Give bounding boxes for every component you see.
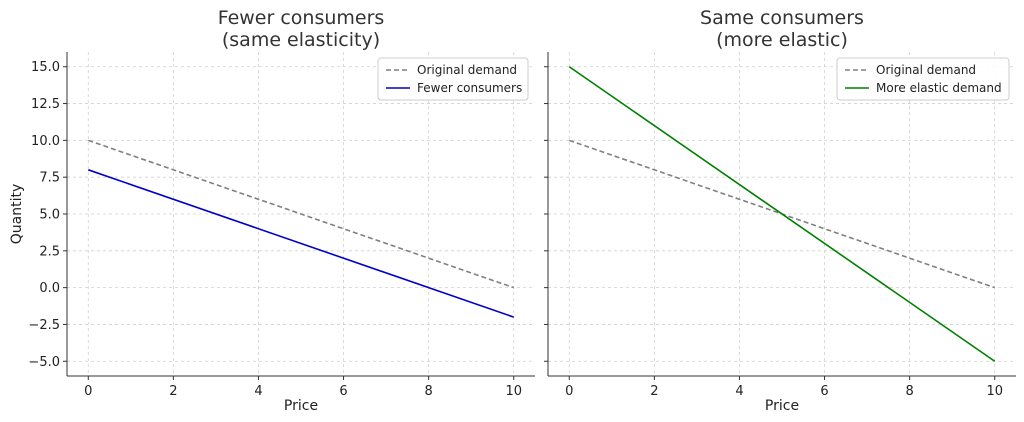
x-tick-label: 8 [905,384,913,399]
chart-title: Same consumers (more elastic) [700,7,864,51]
x-tick-label: 4 [735,384,743,399]
legend: Original demand More elastic demand [836,57,1010,101]
chart-panel-2: 0 2 4 6 8 10 Same consumers (more elastic) Price… [544,7,1016,414]
y-tick-label: −2.5 [28,318,60,333]
y-tick-label: 0.0 [39,281,60,296]
series-line-2 [568,66,996,362]
legend-entry-label: Fewer consumers [417,81,522,95]
legend-box [377,57,529,101]
y-axis-label: Quantity [9,184,25,245]
x-tick-label: 0 [565,384,573,399]
x-tick-label: 0 [84,384,92,399]
x-axis-label: Price [765,398,799,414]
chart-title: Fewer consumers (same elasticity) [218,7,385,51]
legend-entry-label: Original demand [876,63,976,77]
y-tick-label: 2.5 [39,244,60,259]
y-tick-label: 5.0 [39,208,60,223]
grid [548,52,1016,376]
x-tick-label: 2 [650,384,658,399]
legend-box [836,57,1010,101]
series-line-2 [88,169,514,318]
y-tick-label: 15.0 [31,60,60,75]
legend-entry-label: Original demand [417,63,517,77]
x-tick-label: 2 [169,384,177,399]
x-tick-label: 6 [339,384,347,399]
grid [67,52,535,376]
chart-panel-1: 0 2 4 6 8 10 −5.0 −2.5 0.0 2.5 5.0 7.5 10.0 12.5 15.0 F… [9,7,535,414]
y-tick-label: −5.0 [28,355,60,370]
x-tick-label: 4 [254,384,262,399]
x-tick-label: 10 [505,384,522,399]
y-tick-label: 10.0 [31,134,60,149]
series-line-1 [88,139,514,289]
legend: Original demand Fewer consumers [377,57,529,101]
x-tick-label: 10 [986,384,1003,399]
y-tick-label: 12.5 [31,97,60,112]
y-tick-label: 7.5 [39,171,60,186]
legend-entry-label: More elastic demand [876,81,1002,95]
x-tick-label: 6 [820,384,828,399]
x-axis-label: Price [284,398,318,414]
x-tick-label: 8 [424,384,432,399]
